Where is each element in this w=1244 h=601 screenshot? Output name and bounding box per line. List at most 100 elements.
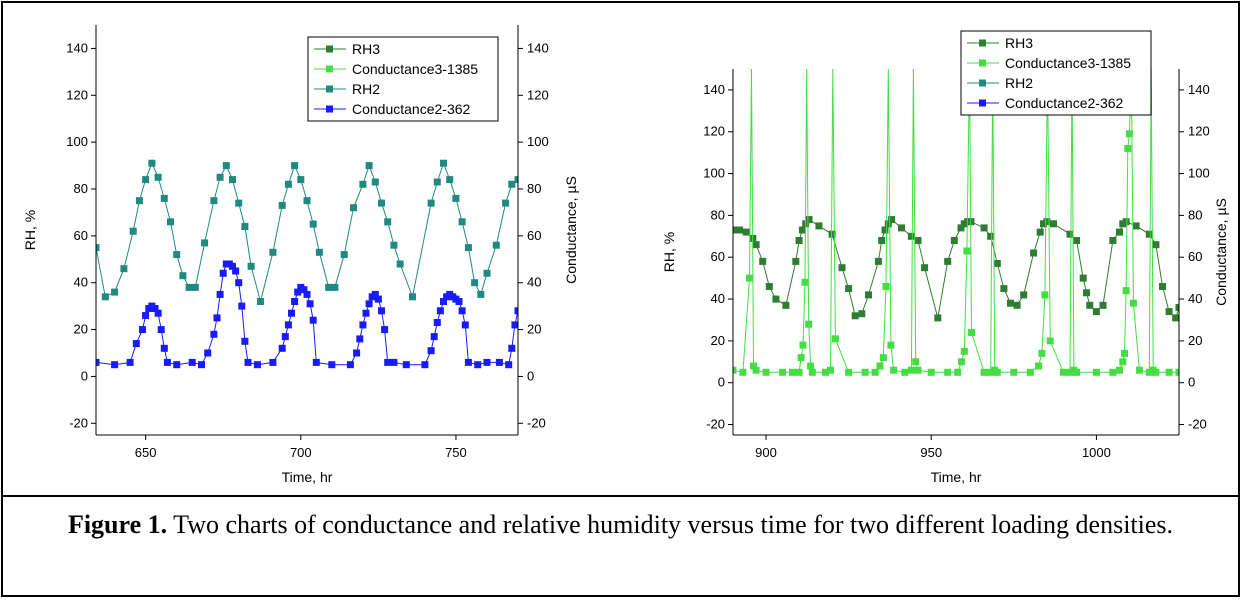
chart-0-point-0-15 <box>201 239 209 247</box>
chart-1-point-0-61 <box>1145 230 1153 238</box>
chart-0-point-0-1 <box>101 293 109 301</box>
chart-0-point-1-0 <box>96 358 100 366</box>
chart-1-ytick-label-right: 140 <box>1188 82 1210 97</box>
chart-0-point-1-31 <box>278 344 286 352</box>
chart-1-point-0-7 <box>772 295 780 303</box>
chart-0-point-1-57 <box>402 361 410 369</box>
chart-1-point-0-42 <box>1013 301 1021 309</box>
chart-0-point-0-24 <box>269 248 277 256</box>
chart-1-legend-marker-2 <box>979 79 986 87</box>
chart-1-point-0-41 <box>1007 299 1014 307</box>
chart-1-point-0-9 <box>792 257 800 265</box>
chart-0-point-1-77 <box>511 321 518 329</box>
chart-1-point-1-43 <box>980 368 988 376</box>
chart-1-point-0-32 <box>950 237 958 244</box>
chart-1-point-1-30 <box>901 368 909 376</box>
chart-0-ytick-label-right: 20 <box>527 322 541 337</box>
chart-0-ytick-label-right: 100 <box>527 134 549 149</box>
chart-0-point-0-50 <box>464 244 472 252</box>
chart-0-point-0-36 <box>359 180 367 188</box>
chart-1-point-0-66 <box>1175 303 1179 311</box>
chart-1-point-0-59 <box>1122 218 1130 226</box>
chart-1-ytick-label-left: 140 <box>703 82 725 97</box>
chart-1-point-1-17 <box>822 368 829 376</box>
chart-1-point-0-28 <box>914 237 922 244</box>
chart-0-point-0-19 <box>229 176 236 184</box>
chart-1-point-1-49 <box>1026 368 1034 376</box>
chart-0-series-line-0 <box>96 161 518 304</box>
chart-0-point-1-35 <box>291 298 299 305</box>
chart-0-point-1-48 <box>362 309 370 317</box>
chart-1-legend-box <box>960 30 1152 116</box>
chart-0-point-0-35 <box>350 204 357 212</box>
chart-0-point-1-51 <box>371 290 379 298</box>
chart-0-point-1-76 <box>508 344 516 352</box>
chart-0-point-1-32 <box>281 333 289 341</box>
chart-0-ytick-label-left: 0 <box>81 368 88 383</box>
chart-1-point-0-47 <box>1043 218 1051 226</box>
chart-0-legend-marker-2 <box>326 85 333 93</box>
chart-0-legend: RH3 Conductance3-1385 RH2 Conductance2-362 <box>307 36 499 122</box>
chart-1-point-1-25 <box>879 354 887 362</box>
chart-0-ytick-label-left: 60 <box>74 228 88 243</box>
chart-1-ytick-label-left: 0 <box>718 375 725 390</box>
chart-1-point-0-65 <box>1172 314 1179 322</box>
chart-0-point-1-38 <box>300 286 308 294</box>
chart-0-point-1-9 <box>154 309 162 317</box>
chart-1-point-1-71 <box>1145 368 1153 376</box>
chart-0-point-0-25 <box>278 201 286 209</box>
chart-0-point-0-11 <box>173 251 181 259</box>
chart-0-point-1-49 <box>365 300 373 308</box>
chart-1-ytick-label-left: 20 <box>711 333 725 348</box>
chart-0-point-1-41 <box>309 316 317 324</box>
chart-1-legend-marker-1 <box>979 59 986 67</box>
chart-1-ytick-label-right: 60 <box>1188 249 1202 264</box>
chart-1-ytick-label-left: -20 <box>706 417 725 432</box>
chart-1-point-0-25 <box>888 216 896 224</box>
chart-0-point-0-44 <box>427 199 435 207</box>
chart-1-point-1-35 <box>927 368 935 376</box>
chart-0-point-1-71 <box>464 358 472 366</box>
chart-0-ytick-label-left: 120 <box>66 87 88 102</box>
chart-1-point-0-50 <box>1073 237 1081 244</box>
chart-1-point-1-50 <box>1035 362 1043 370</box>
chart-1-point-1-12 <box>801 278 809 286</box>
chart-1-point-0-4 <box>752 241 760 249</box>
chart-1-point-1-5 <box>752 366 760 374</box>
chart-1-point-0-10 <box>795 237 803 244</box>
chart-1-point-1-65 <box>1122 287 1130 295</box>
chart-right: -20 -20 0 0 20 20 40 40 60 60 80 80 100 100 120 120 140 1… <box>661 30 1229 485</box>
chart-0-point-1-45 <box>353 349 361 357</box>
chart-1-point-1-55 <box>1059 368 1067 376</box>
chart-0-point-1-13 <box>173 361 181 369</box>
chart-0-point-0-7 <box>148 159 156 167</box>
chart-1-point-0-18 <box>851 312 859 320</box>
chart-0-point-0-3 <box>120 265 128 273</box>
chart-1-point-1-33 <box>912 358 920 366</box>
caption-text: Two charts of conductance and relative h… <box>167 510 1174 539</box>
chart-1-ytick-label-left: 100 <box>703 166 725 181</box>
chart-0-point-0-29 <box>303 197 311 205</box>
chart-0-point-1-56 <box>390 358 398 366</box>
chart-1-point-1-47 <box>993 368 1001 376</box>
chart-1-point-0-13 <box>805 216 813 224</box>
chart-0-point-1-26 <box>238 302 246 310</box>
chart-1-ylabel-right: Conductance, µS <box>1213 198 1229 306</box>
chart-1-point-0-63 <box>1159 283 1166 290</box>
chart-1-point-1-4 <box>750 362 757 370</box>
chart-1-point-0-39 <box>993 260 1001 267</box>
chart-0-point-1-25 <box>235 279 243 287</box>
chart-0-point-0-16 <box>210 197 218 205</box>
chart-1-point-0-57 <box>1116 228 1123 236</box>
chart-0-legend-marker-0 <box>326 45 333 53</box>
chart-1-point-1-16 <box>808 368 816 376</box>
chart-0-point-0-46 <box>440 159 447 167</box>
chart-1-point-1-31 <box>907 366 915 374</box>
chart-0-point-1-52 <box>374 295 382 303</box>
chart-1-point-1-62 <box>1116 366 1123 374</box>
chart-0-point-1-44 <box>346 361 354 369</box>
chart-0-point-1-14 <box>188 358 196 366</box>
chart-0-point-1-60 <box>430 333 438 341</box>
chart-0-point-0-5 <box>135 197 143 205</box>
chart-0-ytick-label-left: -20 <box>69 415 88 430</box>
